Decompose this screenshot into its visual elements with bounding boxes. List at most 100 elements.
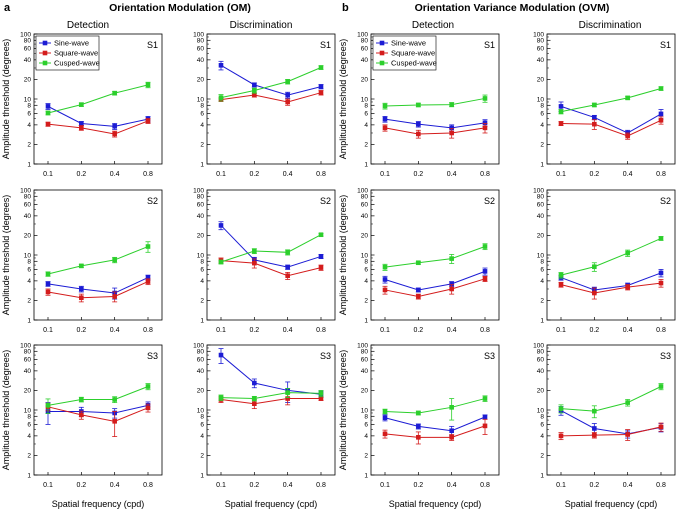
y-tick-label: 2	[364, 453, 368, 460]
marker-square-wave	[285, 99, 290, 105]
y-tick-label: 40	[24, 213, 32, 220]
y-axis-label: Amplitude threshold (degrees)	[338, 195, 348, 316]
y-tick-label: 60	[361, 202, 369, 209]
marker-square-wave	[318, 265, 324, 270]
y-tick-label: 6	[200, 267, 204, 274]
y-tick-label: 4	[364, 278, 368, 285]
x-tick-label: 0.1	[216, 327, 226, 334]
plot-frame	[546, 189, 676, 321]
marker-cusped-wave	[45, 403, 51, 408]
series-line-cusped-wave	[384, 398, 486, 414]
marker-sine-wave	[218, 223, 224, 228]
marker-cusped-wave	[252, 248, 257, 254]
y-tick-label: 20	[24, 233, 32, 240]
plot-frame	[546, 33, 676, 165]
marker-sine-wave	[252, 380, 257, 386]
series-line-cusped-wave	[47, 84, 149, 114]
y-tick-label: 80	[197, 349, 205, 356]
y-tick-label: 10	[361, 407, 369, 414]
marker-cusped-wave	[218, 259, 224, 265]
y-tick-label: 8	[540, 103, 544, 110]
marker-sine-wave	[318, 84, 324, 89]
subject-label: S2	[660, 196, 671, 206]
marker-square-wave	[592, 432, 597, 438]
y-tick-label: 4	[27, 278, 31, 285]
x-tick-label: 0.4	[110, 327, 120, 334]
marker-square-wave	[318, 396, 324, 401]
y-tick-label: 80	[537, 38, 545, 45]
y-tick-label: 6	[364, 111, 368, 118]
marker-cusped-wave	[558, 406, 564, 411]
y-tick-label: 1	[540, 472, 544, 479]
x-tick-label: 0.1	[380, 327, 390, 334]
x-tick-label: 0.8	[656, 482, 666, 489]
y-tick-label: 8	[27, 259, 31, 266]
y-tick-label: 8	[364, 259, 368, 266]
y-tick-label: 10	[24, 252, 32, 259]
marker-sine-wave	[482, 120, 488, 126]
y-tick-label: 1	[540, 161, 544, 168]
x-tick-label: 0.8	[143, 171, 153, 178]
y-tick-label: 60	[537, 46, 545, 53]
marker-cusped-wave	[382, 264, 388, 270]
y-tick-label: 40	[24, 57, 32, 64]
series-line-square-wave	[384, 127, 486, 135]
x-tick-label: 0.2	[589, 171, 599, 178]
marker-square-wave	[252, 92, 257, 98]
x-tick-label: 0.4	[283, 482, 293, 489]
y-tick-label: 10	[537, 96, 545, 103]
marker-sine-wave	[218, 62, 224, 68]
series-line-sine-wave	[560, 272, 662, 291]
y-tick-label: 20	[537, 233, 545, 240]
marker-square-wave	[558, 433, 564, 439]
y-tick-label: 10	[537, 252, 545, 259]
marker-square-wave	[45, 289, 51, 295]
marker-cusped-wave	[416, 102, 421, 108]
marker-sine-wave	[449, 281, 454, 287]
x-tick-label: 0.4	[447, 482, 457, 489]
y-tick-label: 100	[20, 31, 31, 38]
x-tick-label: 0.2	[76, 482, 86, 489]
series-line-square-wave	[220, 260, 322, 277]
y-tick-label: 80	[537, 349, 545, 356]
y-tick-label: 40	[197, 57, 205, 64]
series-line-sine-wave	[560, 105, 662, 134]
series-line-sine-wave	[47, 277, 149, 294]
y-tick-label: 80	[361, 194, 369, 201]
plot-frame	[370, 189, 500, 321]
marker-cusped-wave	[318, 391, 324, 396]
x-tick-label: 0.1	[556, 482, 566, 489]
y-tick-label: 40	[197, 213, 205, 220]
marker-cusped-wave	[318, 232, 324, 238]
y-axis-label: Amplitude threshold (degrees)	[1, 350, 11, 471]
y-tick-label: 40	[537, 213, 545, 220]
x-tick-label: 0.4	[110, 482, 120, 489]
marker-square-wave	[45, 121, 51, 127]
series-line-square-wave	[384, 278, 486, 297]
y-tick-label: 100	[357, 187, 368, 194]
y-tick-label: 80	[24, 349, 32, 356]
series-line-cusped-wave	[220, 234, 322, 263]
marker-square-wave	[449, 130, 454, 136]
series-line-sine-wave	[384, 118, 486, 129]
marker-square-wave	[112, 294, 117, 299]
legend-marker-cusped-wave	[379, 60, 385, 66]
y-tick-label: 6	[540, 422, 544, 429]
y-tick-label: 80	[24, 38, 32, 45]
marker-sine-wave	[592, 115, 597, 120]
column-title-discrimination-om: Discrimination	[230, 20, 293, 31]
series-line-square-wave	[47, 120, 149, 135]
subject-label: S3	[660, 351, 671, 361]
marker-cusped-wave	[416, 260, 421, 266]
y-tick-label: 10	[24, 96, 32, 103]
y-tick-label: 8	[540, 414, 544, 421]
y-tick-label: 10	[24, 407, 32, 414]
marker-square-wave	[449, 286, 454, 292]
y-tick-label: 4	[540, 433, 544, 440]
marker-square-wave	[625, 133, 630, 139]
marker-square-wave	[558, 282, 564, 287]
y-tick-label: 20	[24, 77, 32, 84]
marker-cusped-wave	[145, 384, 151, 389]
